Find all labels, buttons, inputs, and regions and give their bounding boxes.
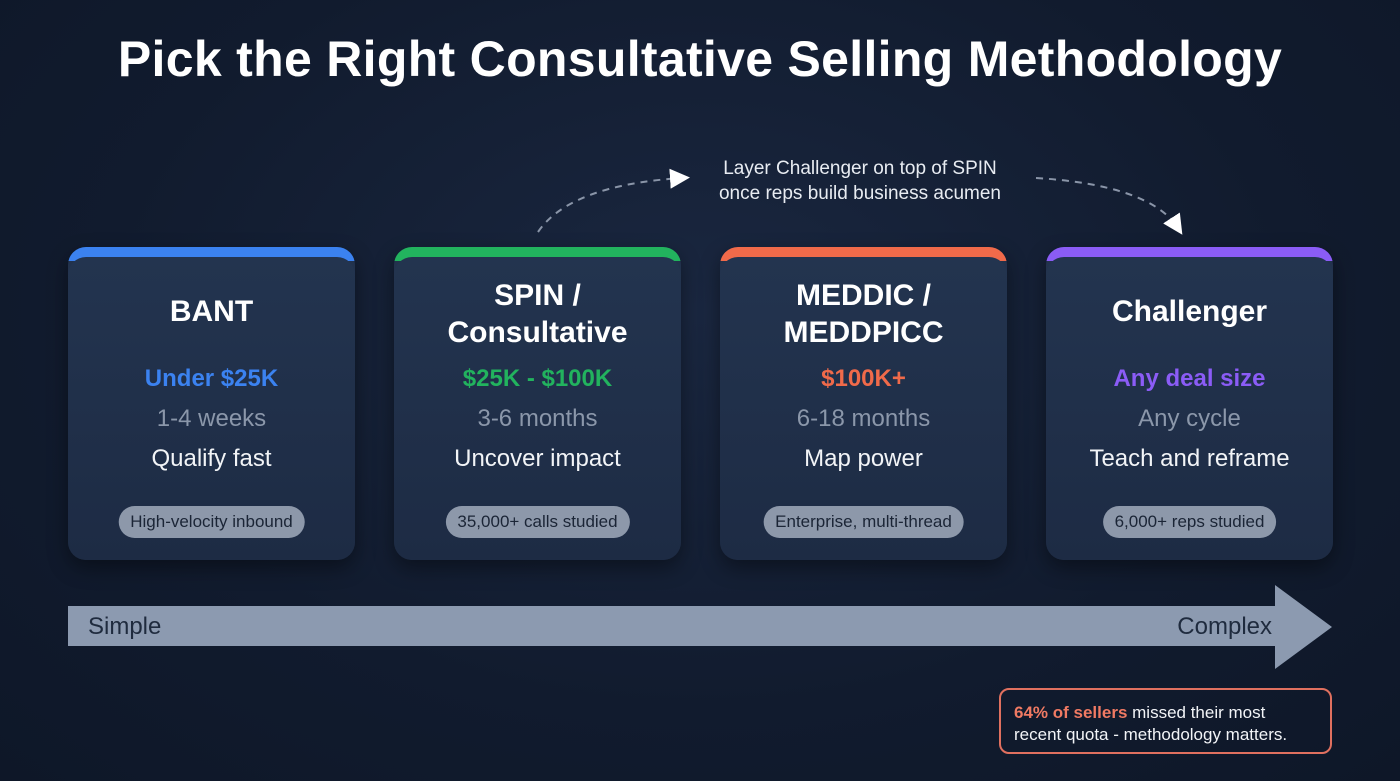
card-tag: High-velocity inbound (118, 506, 305, 538)
callout-text-1: missed their most (1127, 703, 1266, 722)
card-title: BANT (169, 295, 254, 328)
card-cycle: 1-4 weeks (156, 405, 267, 432)
scale-right-label: Complex (1177, 613, 1272, 640)
card-title: SPIN / Consultative (447, 279, 628, 349)
complexity-arrow (68, 585, 1332, 669)
card-goal: Uncover impact (454, 445, 621, 472)
method-card: BANT Under $25K 1-4 weeks Qualify fast H… (68, 247, 355, 560)
page-title: Pick the Right Consultative Selling Meth… (117, 31, 1283, 87)
card-cycle: Any cycle (1138, 405, 1241, 432)
card-deal-size: Any deal size (1113, 365, 1266, 392)
card-tag: Enterprise, multi-thread (763, 506, 964, 538)
right-dashed-arrow (1035, 177, 1183, 235)
card-goal: Map power (804, 445, 923, 472)
callout-highlight: 64% of sellers (1014, 703, 1128, 722)
card-goal: Teach and reframe (1089, 445, 1290, 472)
scale-left-label: Simple (88, 613, 162, 640)
card-cycle: 3-6 months (477, 405, 598, 432)
card-tag: 6,000+ reps studied (1102, 506, 1277, 538)
callout-text-2: recent quota - methodology matters. (1014, 725, 1288, 744)
annotation: Layer Challenger on top of SPIN once rep… (660, 156, 1060, 206)
left-dashed-arrow (537, 168, 690, 233)
card-deal-size: $25K - $100K (462, 365, 613, 392)
method-card: Challenger Any deal size Any cycle Teach… (1046, 247, 1333, 560)
method-card: SPIN / Consultative $25K - $100K 3-6 mont… (394, 247, 681, 560)
dashed-arrows (537, 168, 1183, 235)
card-tag: 35,000+ calls studied (445, 506, 630, 538)
card-deal-size: Under $25K (144, 365, 279, 392)
card-goal: Qualify fast (151, 445, 272, 472)
card-title: MEDDIC / MEDDPICC (783, 279, 944, 349)
card-title: Challenger (1111, 295, 1268, 328)
card-cycle: 6-18 months (796, 405, 931, 432)
method-card: MEDDIC / MEDDPICC $100K+ 6-18 months Map … (720, 247, 1007, 560)
annotation-line-2: once reps build business acumen (718, 183, 1001, 204)
callout-box: 64% of sellers missed their most recent … (999, 688, 1332, 754)
annotation-line-1: Layer Challenger on top of SPIN (723, 158, 997, 179)
card-deal-size: $100K+ (821, 365, 906, 392)
